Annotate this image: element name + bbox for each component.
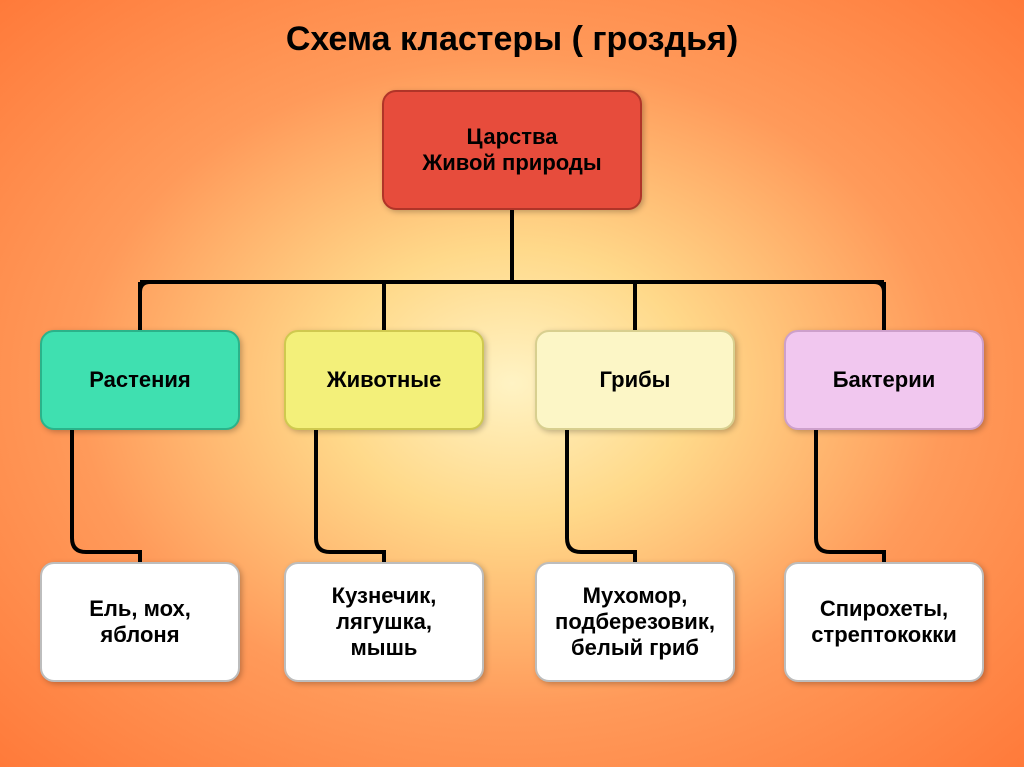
level3-line1: Мухомор, — [583, 583, 688, 609]
level2-node-3: Бактерии — [784, 330, 984, 430]
level3-line2: лягушка, — [336, 609, 432, 635]
level2-node-2: Грибы — [535, 330, 735, 430]
level3-node-3: Спирохеты, стрептококки — [784, 562, 984, 682]
root-line1: Царства — [466, 124, 557, 150]
level3-line2: стрептококки — [811, 622, 957, 648]
level3-node-2: Мухомор, подберезовик, белый гриб — [535, 562, 735, 682]
level3-node-0: Ель, мох, яблоня — [40, 562, 240, 682]
level2-label: Грибы — [600, 367, 671, 393]
level2-label: Бактерии — [833, 367, 936, 393]
level2-label: Растения — [89, 367, 191, 393]
level3-line1: Ель, мох, — [89, 596, 191, 622]
level3-line3: мышь — [351, 635, 418, 661]
root-line2: Живой природы — [422, 150, 601, 176]
level3-node-1: Кузнечик, лягушка, мышь — [284, 562, 484, 682]
root-node: Царства Живой природы — [382, 90, 642, 210]
level3-line2: подберезовик, — [555, 609, 715, 635]
level3-line3: белый гриб — [571, 635, 699, 661]
level2-label: Животные — [327, 367, 442, 393]
level2-node-1: Животные — [284, 330, 484, 430]
level2-node-0: Растения — [40, 330, 240, 430]
level3-line1: Кузнечик, — [332, 583, 437, 609]
level3-line2: яблоня — [100, 622, 179, 648]
level3-line1: Спирохеты, — [820, 596, 948, 622]
